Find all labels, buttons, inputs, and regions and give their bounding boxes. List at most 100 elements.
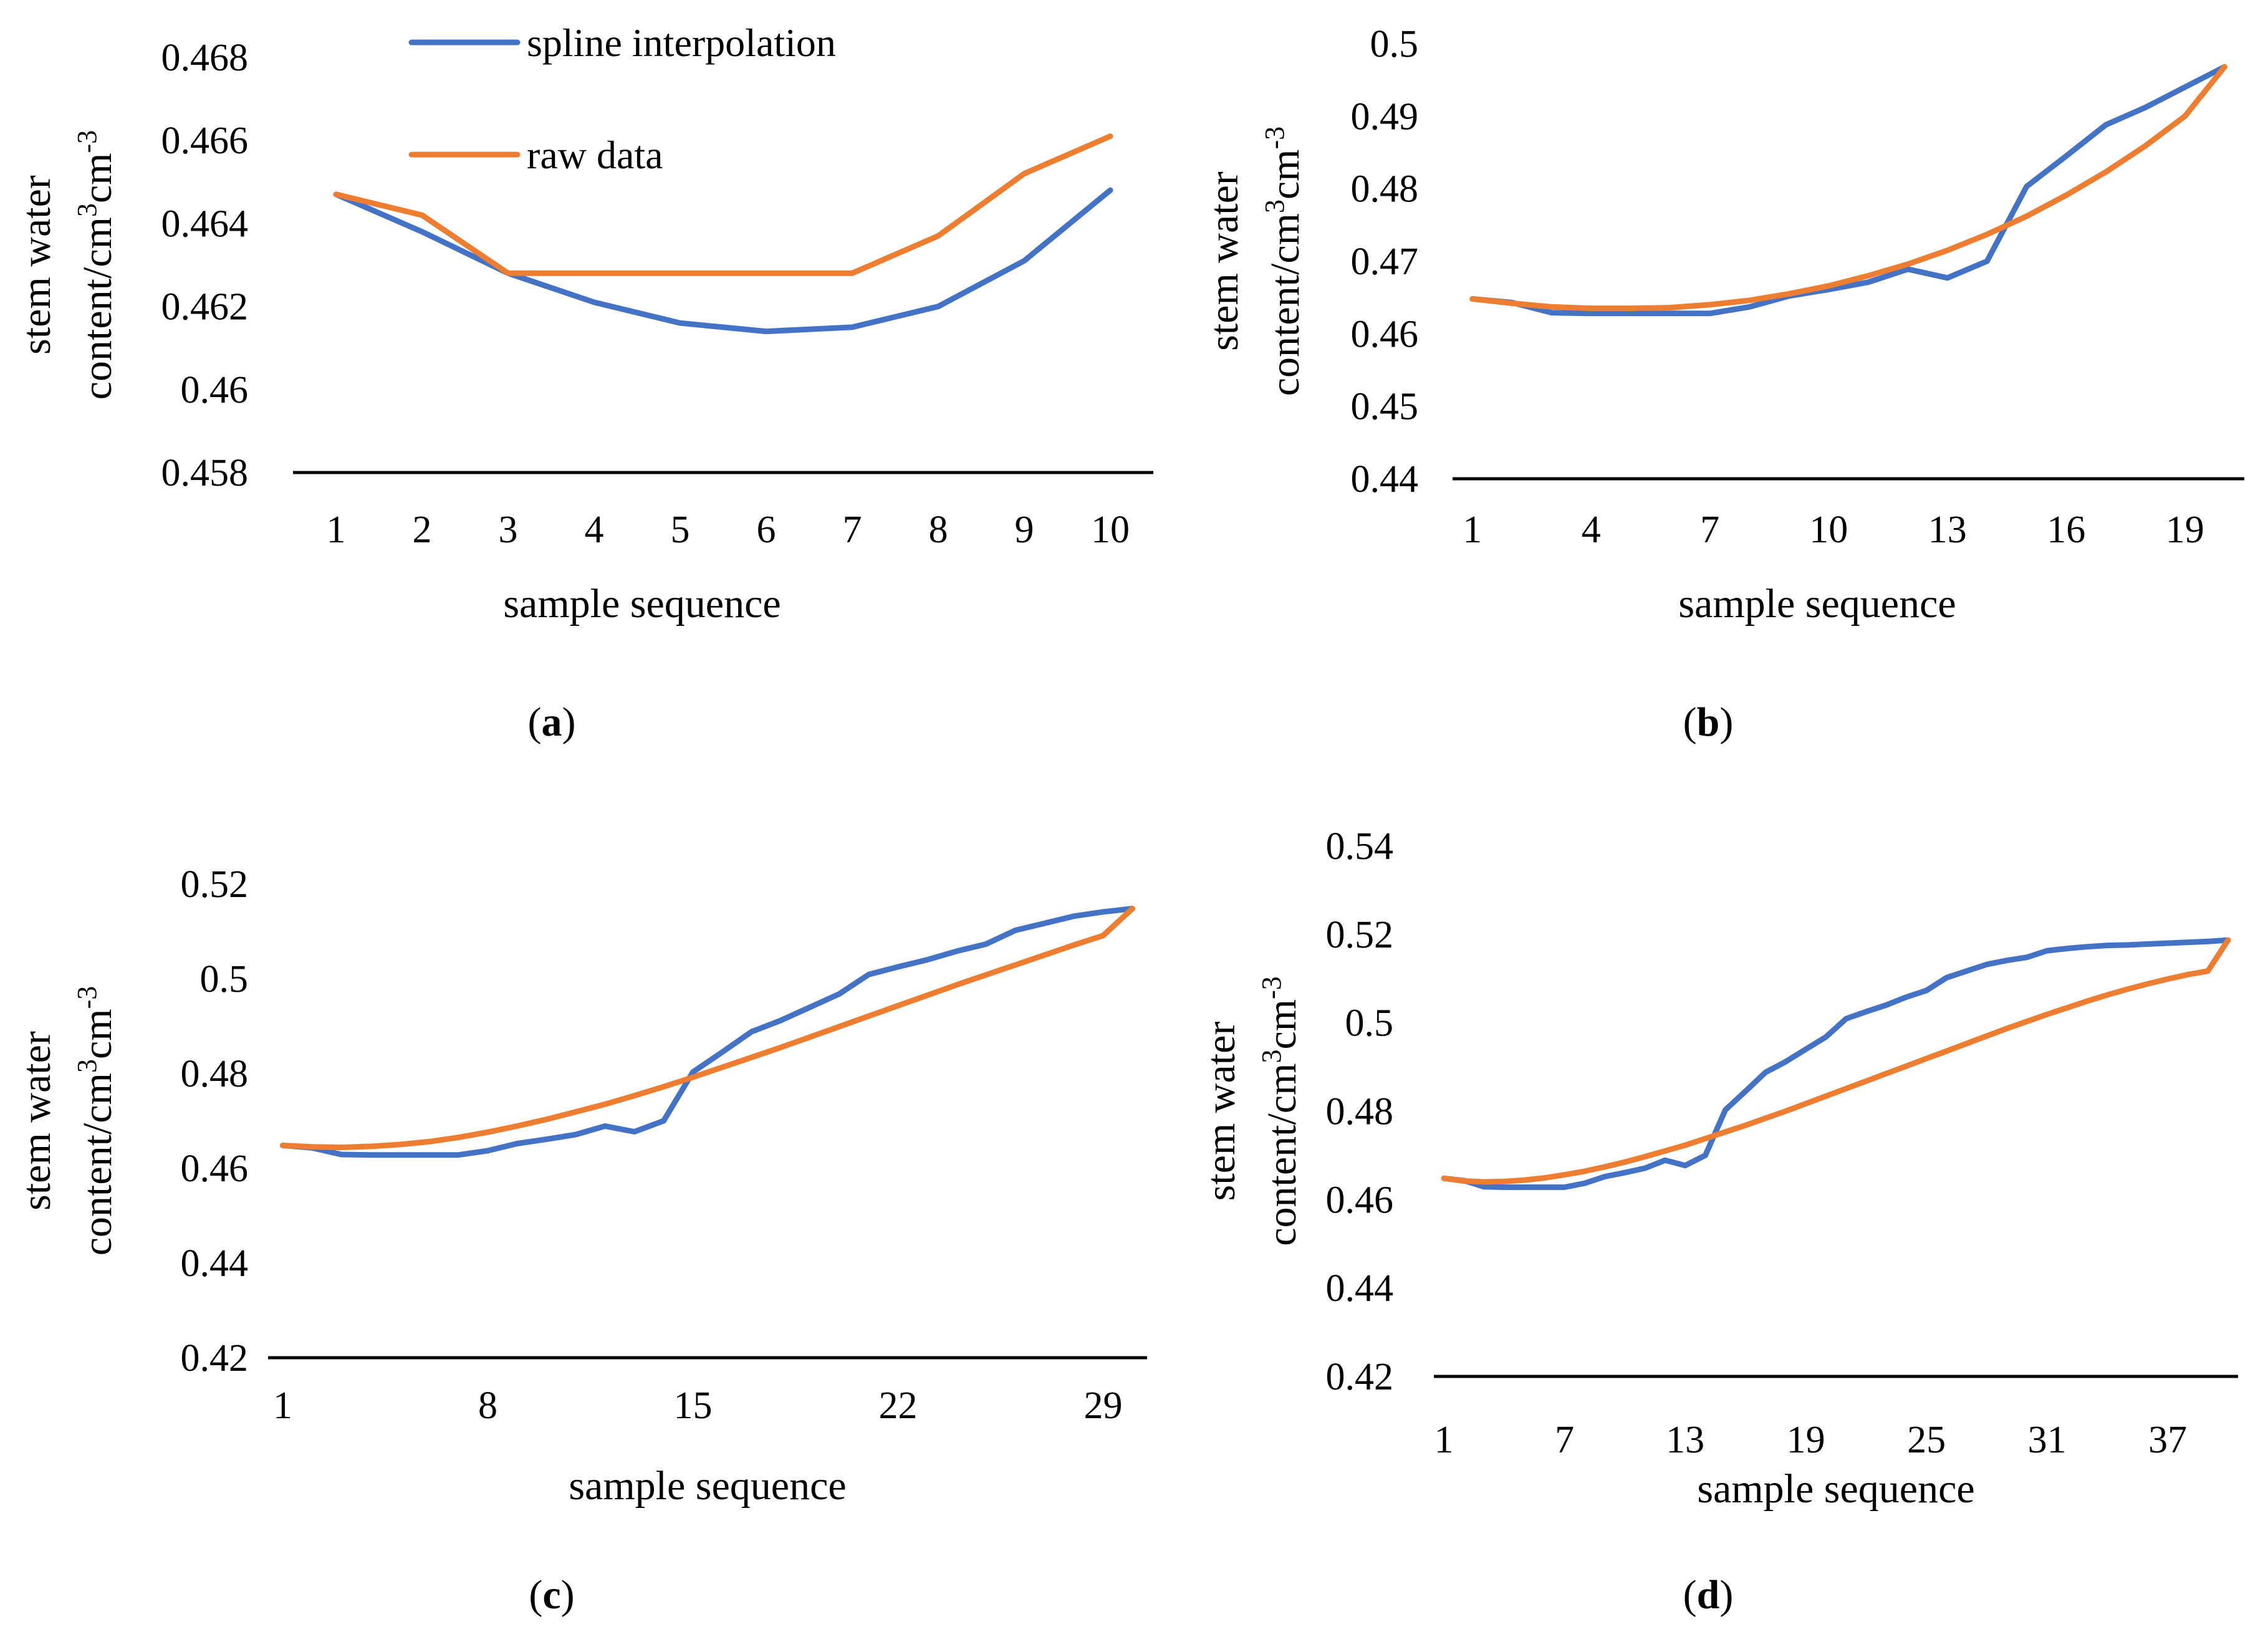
y-axis-label-unit: content/cm (1259, 1063, 1305, 1246)
series-line-spline-interpolation (1441, 937, 2231, 1190)
x-tick-label: 7 (843, 509, 862, 551)
y-axis-label-sup2: -3 (72, 130, 102, 153)
y-axis-label-unit-mid: cm (75, 1009, 120, 1059)
y-axis-label-line2: content/cm3cm-3 (72, 986, 120, 1256)
x-axis-label: sample sequence (1697, 1466, 1974, 1512)
y-axis-label-line1: stem water (1198, 1022, 1244, 1201)
x-tick-label: 1 (327, 509, 346, 551)
y-axis-label-unit-mid: cm (75, 153, 120, 203)
x-tick-label: 5 (671, 509, 690, 551)
y-tick-label: 0.44 (1351, 458, 1419, 501)
y-tick-label: 0.45 (1351, 386, 1419, 428)
y-axis-label-sup1: 3 (72, 1059, 102, 1073)
x-tick-label: 4 (1582, 509, 1601, 551)
y-tick-label: 0.54 (1326, 825, 1394, 868)
panel-label: (b) (1683, 699, 1734, 745)
x-axis-label: sample sequence (569, 1463, 846, 1509)
y-axis-label-sup2: -3 (72, 986, 102, 1009)
x-tick-label: 13 (1666, 1419, 1704, 1461)
y-tick-label: 0.5 (1345, 1002, 1394, 1045)
chart-panel-c: 0.42 0.44 0.46 0.48 0.5 0.52 1 8 15 22 29 sample se… (14, 863, 1147, 1618)
y-tick-label: 0.46 (1351, 313, 1419, 355)
y-tick-label: 0.464 (161, 203, 249, 245)
y-tick-label: 0.468 (161, 37, 249, 79)
x-tick-label: 19 (2166, 509, 2204, 551)
series-line-raw-data (333, 133, 1113, 276)
x-tick-label: 4 (585, 509, 604, 551)
panel-label: (a) (528, 699, 576, 745)
y-axis-label-unit-mid: cm (1259, 999, 1305, 1050)
x-tick-label: 10 (1809, 509, 1848, 551)
series-line-spline-interpolation (280, 906, 1135, 1158)
chart-panel-a: 0.458 0.46 0.462 0.464 0.466 0.468 1 2 3 4 5 6 7 8 9 10… (14, 37, 1153, 745)
panel-label: (d) (1683, 1572, 1734, 1618)
series-line-spline-interpolation (333, 187, 1113, 335)
y-axis-label-line1: stem water (14, 1031, 59, 1211)
y-axis-label-unit: content/cm (75, 217, 120, 400)
y-tick-label: 0.52 (1326, 914, 1394, 956)
y-axis-label-line2: content/cm3cm-3 (1259, 127, 1308, 396)
y-axis-label-unit: content/cm (1262, 213, 1308, 396)
y-tick-label: 0.5 (1370, 23, 1419, 65)
chart-panel-b: 0.44 0.45 0.46 0.47 0.48 0.49 0.5 1 4 7 10 13 16 19 sa… (1201, 23, 2244, 745)
x-tick-label: 16 (2047, 509, 2085, 551)
y-axis-label-unit: content/cm (75, 1073, 120, 1255)
x-tick-label: 31 (2028, 1419, 2067, 1461)
x-tick-label: 13 (1928, 509, 1967, 551)
series-line-raw-data (1441, 937, 2231, 1185)
y-tick-label: 0.42 (1326, 1356, 1394, 1398)
x-tick-label: 19 (1787, 1419, 1825, 1461)
y-tick-label: 0.462 (161, 286, 249, 329)
panel-label: (c) (529, 1572, 574, 1618)
x-tick-label: 1 (1463, 509, 1482, 551)
x-tick-label: 8 (478, 1385, 497, 1427)
series-line-raw-data (1469, 64, 2227, 312)
y-tick-label: 0.466 (161, 120, 249, 162)
y-axis-label-line1: stem water (1201, 171, 1247, 351)
x-tick-label: 8 (929, 509, 948, 551)
y-tick-label: 0.42 (181, 1337, 249, 1380)
x-tick-label: 1 (1434, 1419, 1454, 1461)
x-axis-label: sample sequence (1678, 581, 1956, 626)
y-axis-label-line2: content/cm3cm-3 (72, 130, 120, 400)
y-tick-label: 0.44 (1326, 1267, 1394, 1310)
x-tick-label: 25 (1907, 1419, 1946, 1461)
y-axis-label-sup1: 3 (1259, 199, 1290, 213)
x-tick-label: 7 (1700, 509, 1719, 551)
y-tick-label: 0.46 (181, 369, 249, 411)
x-tick-label: 3 (499, 509, 518, 551)
legend: spline interpolation raw data (408, 21, 836, 177)
legend-label-raw: raw data (527, 133, 663, 177)
y-tick-label: 0.47 (1351, 241, 1419, 283)
chart-panel-d: 0.42 0.44 0.46 0.48 0.5 0.52 0.54 1 7 13 19 25 31 37 s… (1198, 825, 2238, 1618)
x-tick-label: 1 (273, 1385, 292, 1427)
x-tick-label: 7 (1555, 1419, 1574, 1461)
y-axis-label-unit-mid: cm (1262, 149, 1308, 199)
x-tick-label: 9 (1015, 509, 1034, 551)
y-tick-label: 0.48 (1326, 1091, 1394, 1133)
y-axis-label-sup2: -3 (1256, 976, 1287, 999)
x-tick-label: 29 (1084, 1385, 1123, 1427)
x-tick-label: 15 (674, 1385, 713, 1427)
y-axis-label-sup2: -3 (1259, 127, 1290, 150)
y-axis-label-line2: content/cm3cm-3 (1256, 976, 1305, 1246)
y-tick-label: 0.49 (1351, 95, 1419, 138)
y-axis-label-sup1: 3 (1256, 1050, 1287, 1063)
x-axis-label: sample sequence (503, 581, 781, 626)
x-tick-label: 6 (757, 509, 776, 551)
y-axis-label-line1: stem water (14, 175, 59, 355)
y-axis-label-sup1: 3 (72, 203, 102, 217)
series-line-spline-interpolation (1469, 64, 2227, 317)
y-tick-label: 0.48 (181, 1053, 249, 1095)
y-tick-label: 0.48 (1351, 168, 1419, 211)
x-tick-label: 10 (1091, 509, 1130, 551)
y-tick-label: 0.5 (200, 958, 249, 1001)
y-tick-label: 0.52 (181, 863, 249, 906)
x-tick-label: 2 (413, 509, 432, 551)
legend-label-spline: spline interpolation (527, 21, 836, 65)
y-tick-label: 0.44 (181, 1242, 249, 1285)
y-tick-label: 0.46 (181, 1148, 249, 1190)
y-tick-label: 0.46 (1326, 1179, 1394, 1221)
x-tick-label: 37 (2148, 1419, 2187, 1461)
